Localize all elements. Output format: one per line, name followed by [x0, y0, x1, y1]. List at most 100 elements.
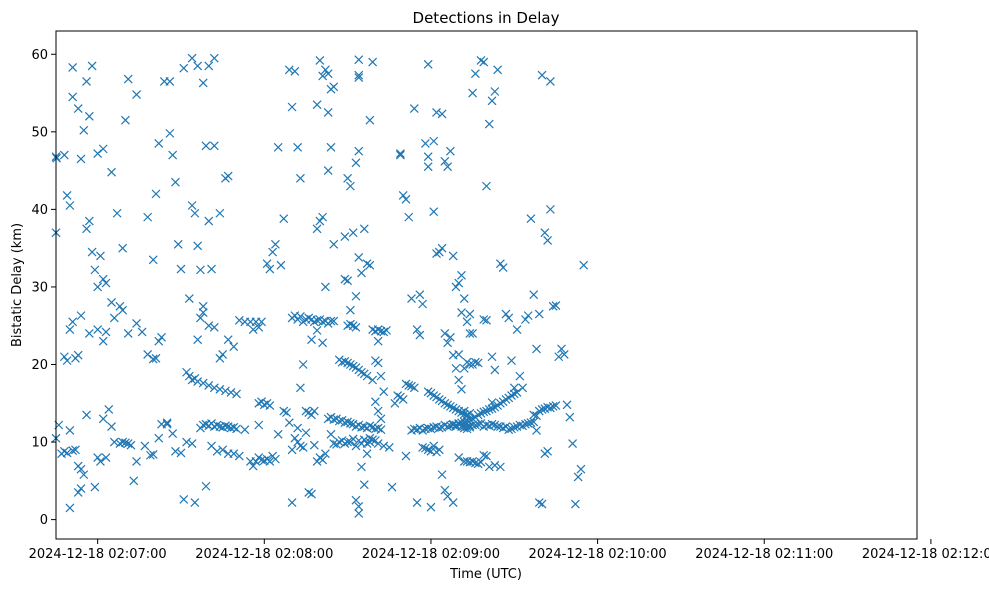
data-point	[254, 322, 264, 332]
data-point	[82, 76, 91, 86]
x-axis-label: Time (UTC)	[449, 567, 522, 582]
data-point	[548, 401, 558, 411]
data-point	[226, 387, 236, 397]
data-point	[520, 315, 530, 324]
data-point	[312, 315, 322, 325]
data-point	[132, 457, 141, 466]
data-point	[473, 358, 483, 368]
data-point	[423, 162, 433, 172]
data-point	[457, 408, 466, 418]
data-point	[479, 57, 489, 67]
data-point	[309, 440, 319, 450]
data-point	[437, 470, 447, 480]
data-point	[443, 400, 453, 410]
y-axis-label: Bistatic Delay (km)	[10, 223, 25, 347]
data-point	[198, 378, 208, 388]
data-point	[454, 278, 464, 288]
data-point	[129, 476, 139, 486]
data-point	[573, 472, 583, 482]
data-point	[457, 308, 466, 317]
data-point	[59, 446, 69, 456]
data-point	[404, 212, 414, 222]
x-tick-label: 2024-12-18 02:08:00	[195, 547, 333, 562]
data-point	[293, 437, 303, 447]
data-point	[218, 349, 228, 359]
data-point	[315, 56, 325, 65]
data-point	[532, 411, 541, 421]
data-point	[182, 437, 191, 447]
data-point	[423, 59, 433, 69]
data-point	[451, 282, 461, 292]
data-point	[154, 139, 164, 148]
data-point	[73, 350, 83, 360]
data-point	[512, 325, 522, 335]
data-point	[309, 317, 319, 327]
data-point	[318, 212, 328, 222]
data-point	[476, 56, 486, 65]
data-point	[423, 445, 433, 455]
data-point	[118, 305, 128, 315]
data-point	[351, 291, 361, 301]
data-point	[182, 367, 191, 377]
data-point	[184, 294, 194, 303]
data-point	[329, 415, 339, 424]
data-point	[157, 332, 166, 342]
data-point	[126, 440, 136, 450]
data-point	[507, 356, 516, 366]
data-point	[479, 315, 489, 324]
data-point	[68, 446, 78, 456]
data-point	[234, 451, 244, 461]
data-point	[143, 212, 153, 222]
data-point	[76, 464, 86, 474]
data-point	[409, 104, 419, 113]
data-point	[345, 360, 355, 369]
data-point	[387, 482, 397, 492]
data-point	[457, 422, 466, 431]
data-point	[190, 208, 200, 218]
data-point	[490, 402, 500, 412]
data-point	[68, 92, 78, 102]
data-point	[376, 371, 386, 381]
data-point	[68, 63, 78, 72]
data-point	[301, 428, 311, 438]
data-point	[373, 336, 383, 346]
data-point	[76, 154, 86, 164]
data-point	[362, 371, 372, 381]
data-point	[215, 384, 225, 394]
data-point	[323, 69, 333, 79]
data-point	[515, 371, 525, 381]
data-point	[68, 317, 78, 327]
data-point	[162, 418, 172, 428]
data-point	[254, 420, 264, 430]
data-point	[187, 439, 197, 449]
data-point	[193, 241, 203, 251]
data-point	[420, 139, 430, 148]
data-point	[498, 263, 508, 272]
data-point	[318, 71, 328, 81]
data-point	[490, 365, 500, 375]
data-point	[576, 464, 586, 474]
data-point	[526, 214, 536, 224]
data-point	[229, 449, 239, 459]
data-point	[179, 495, 189, 504]
data-point	[165, 76, 175, 86]
data-point	[354, 70, 364, 80]
data-point	[440, 485, 450, 495]
data-point	[284, 65, 294, 75]
data-point	[504, 313, 514, 323]
data-point	[84, 111, 94, 121]
data-point	[440, 329, 450, 338]
data-point	[65, 201, 75, 210]
data-point	[284, 418, 294, 428]
data-point	[323, 108, 333, 117]
data-point	[543, 446, 553, 456]
data-point	[209, 383, 219, 393]
data-point	[523, 419, 533, 428]
data-point	[373, 423, 383, 433]
data-point	[220, 421, 230, 431]
data-point	[445, 332, 455, 342]
data-point	[432, 108, 441, 117]
data-point	[318, 338, 328, 348]
